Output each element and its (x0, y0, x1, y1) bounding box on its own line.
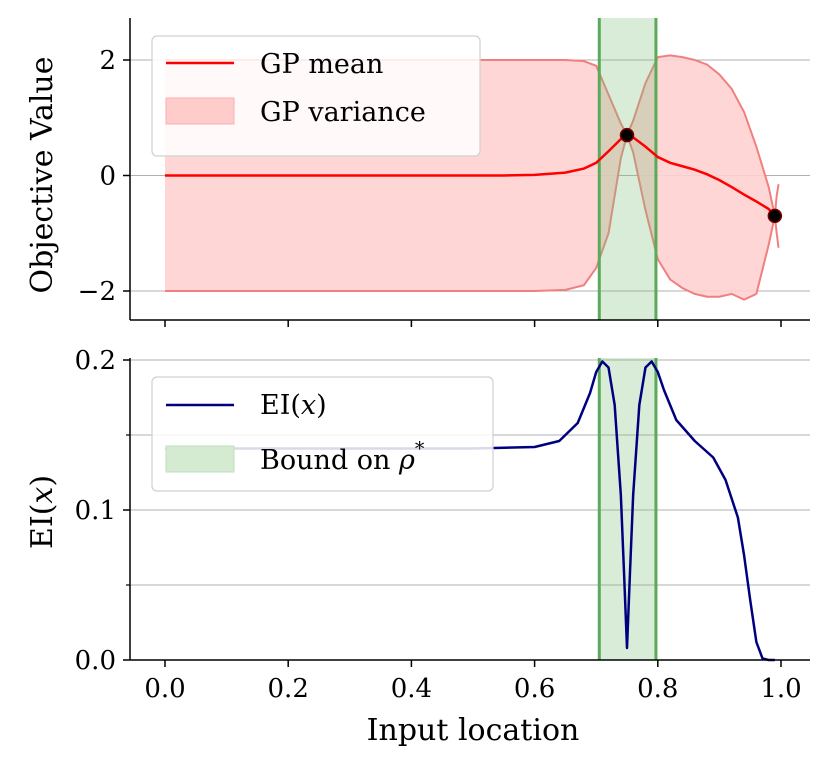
bottom-xtick-label: 0.4 (391, 674, 432, 704)
bottom-series (165, 358, 775, 662)
top-legend: GP mean GP variance (151, 35, 481, 157)
bottom-ticks: 0.0 0.1 0.2 0.0 0.2 0.4 0.6 0.8 1.0 (75, 346, 802, 704)
ei-panel: 0.0 0.1 0.2 0.0 0.2 0.4 0.6 0.8 1.0 EI(x) Input … (25, 346, 810, 748)
top-ytick-label: 0 (99, 162, 116, 192)
bottom-ytick-label: 0.0 (75, 646, 116, 676)
legend-gp-variance-label: GP variance (260, 97, 426, 128)
observation-point (767, 208, 783, 224)
bottom-xtick-label: 0.0 (144, 674, 185, 704)
legend-gp-mean-label: GP mean (260, 49, 383, 80)
bottom-legend: EI(x) Bound on ρ* (151, 376, 494, 492)
bottom-xtick-label: 0.8 (637, 674, 678, 704)
bottom-ylabel: EI(x) (25, 475, 60, 549)
legend-ei-label: EI(x) (260, 390, 327, 421)
xlabel: Input location (367, 713, 580, 748)
top-legend-frame (151, 35, 481, 157)
bottom-axes (129, 358, 810, 661)
top-ticks: −2 0 2 (78, 46, 782, 327)
bottom-xtick-label: 0.2 (268, 674, 309, 704)
top-axes (129, 18, 810, 321)
legend-gp-variance-swatch (165, 97, 235, 125)
ei-line (165, 360, 775, 662)
legend-bound-label: Bound on ρ* (260, 438, 425, 476)
top-ytick-label: 2 (99, 46, 116, 76)
top-ylabel: Objective Value (25, 56, 60, 293)
top-band-fill (599, 18, 656, 320)
bottom-ytick-label: 0.1 (75, 496, 116, 526)
gp-panel: −2 0 2 Objective Value GP mean GP variance (25, 18, 810, 327)
legend-bound-swatch (165, 445, 235, 473)
top-ytick-label: −2 (78, 277, 116, 307)
bottom-ytick-label: 0.2 (75, 346, 116, 376)
bottom-xtick-label: 0.6 (514, 674, 555, 704)
observation-point (619, 127, 635, 143)
bottom-xtick-label: 1.0 (760, 674, 801, 704)
bottom-legend-frame (151, 376, 494, 492)
